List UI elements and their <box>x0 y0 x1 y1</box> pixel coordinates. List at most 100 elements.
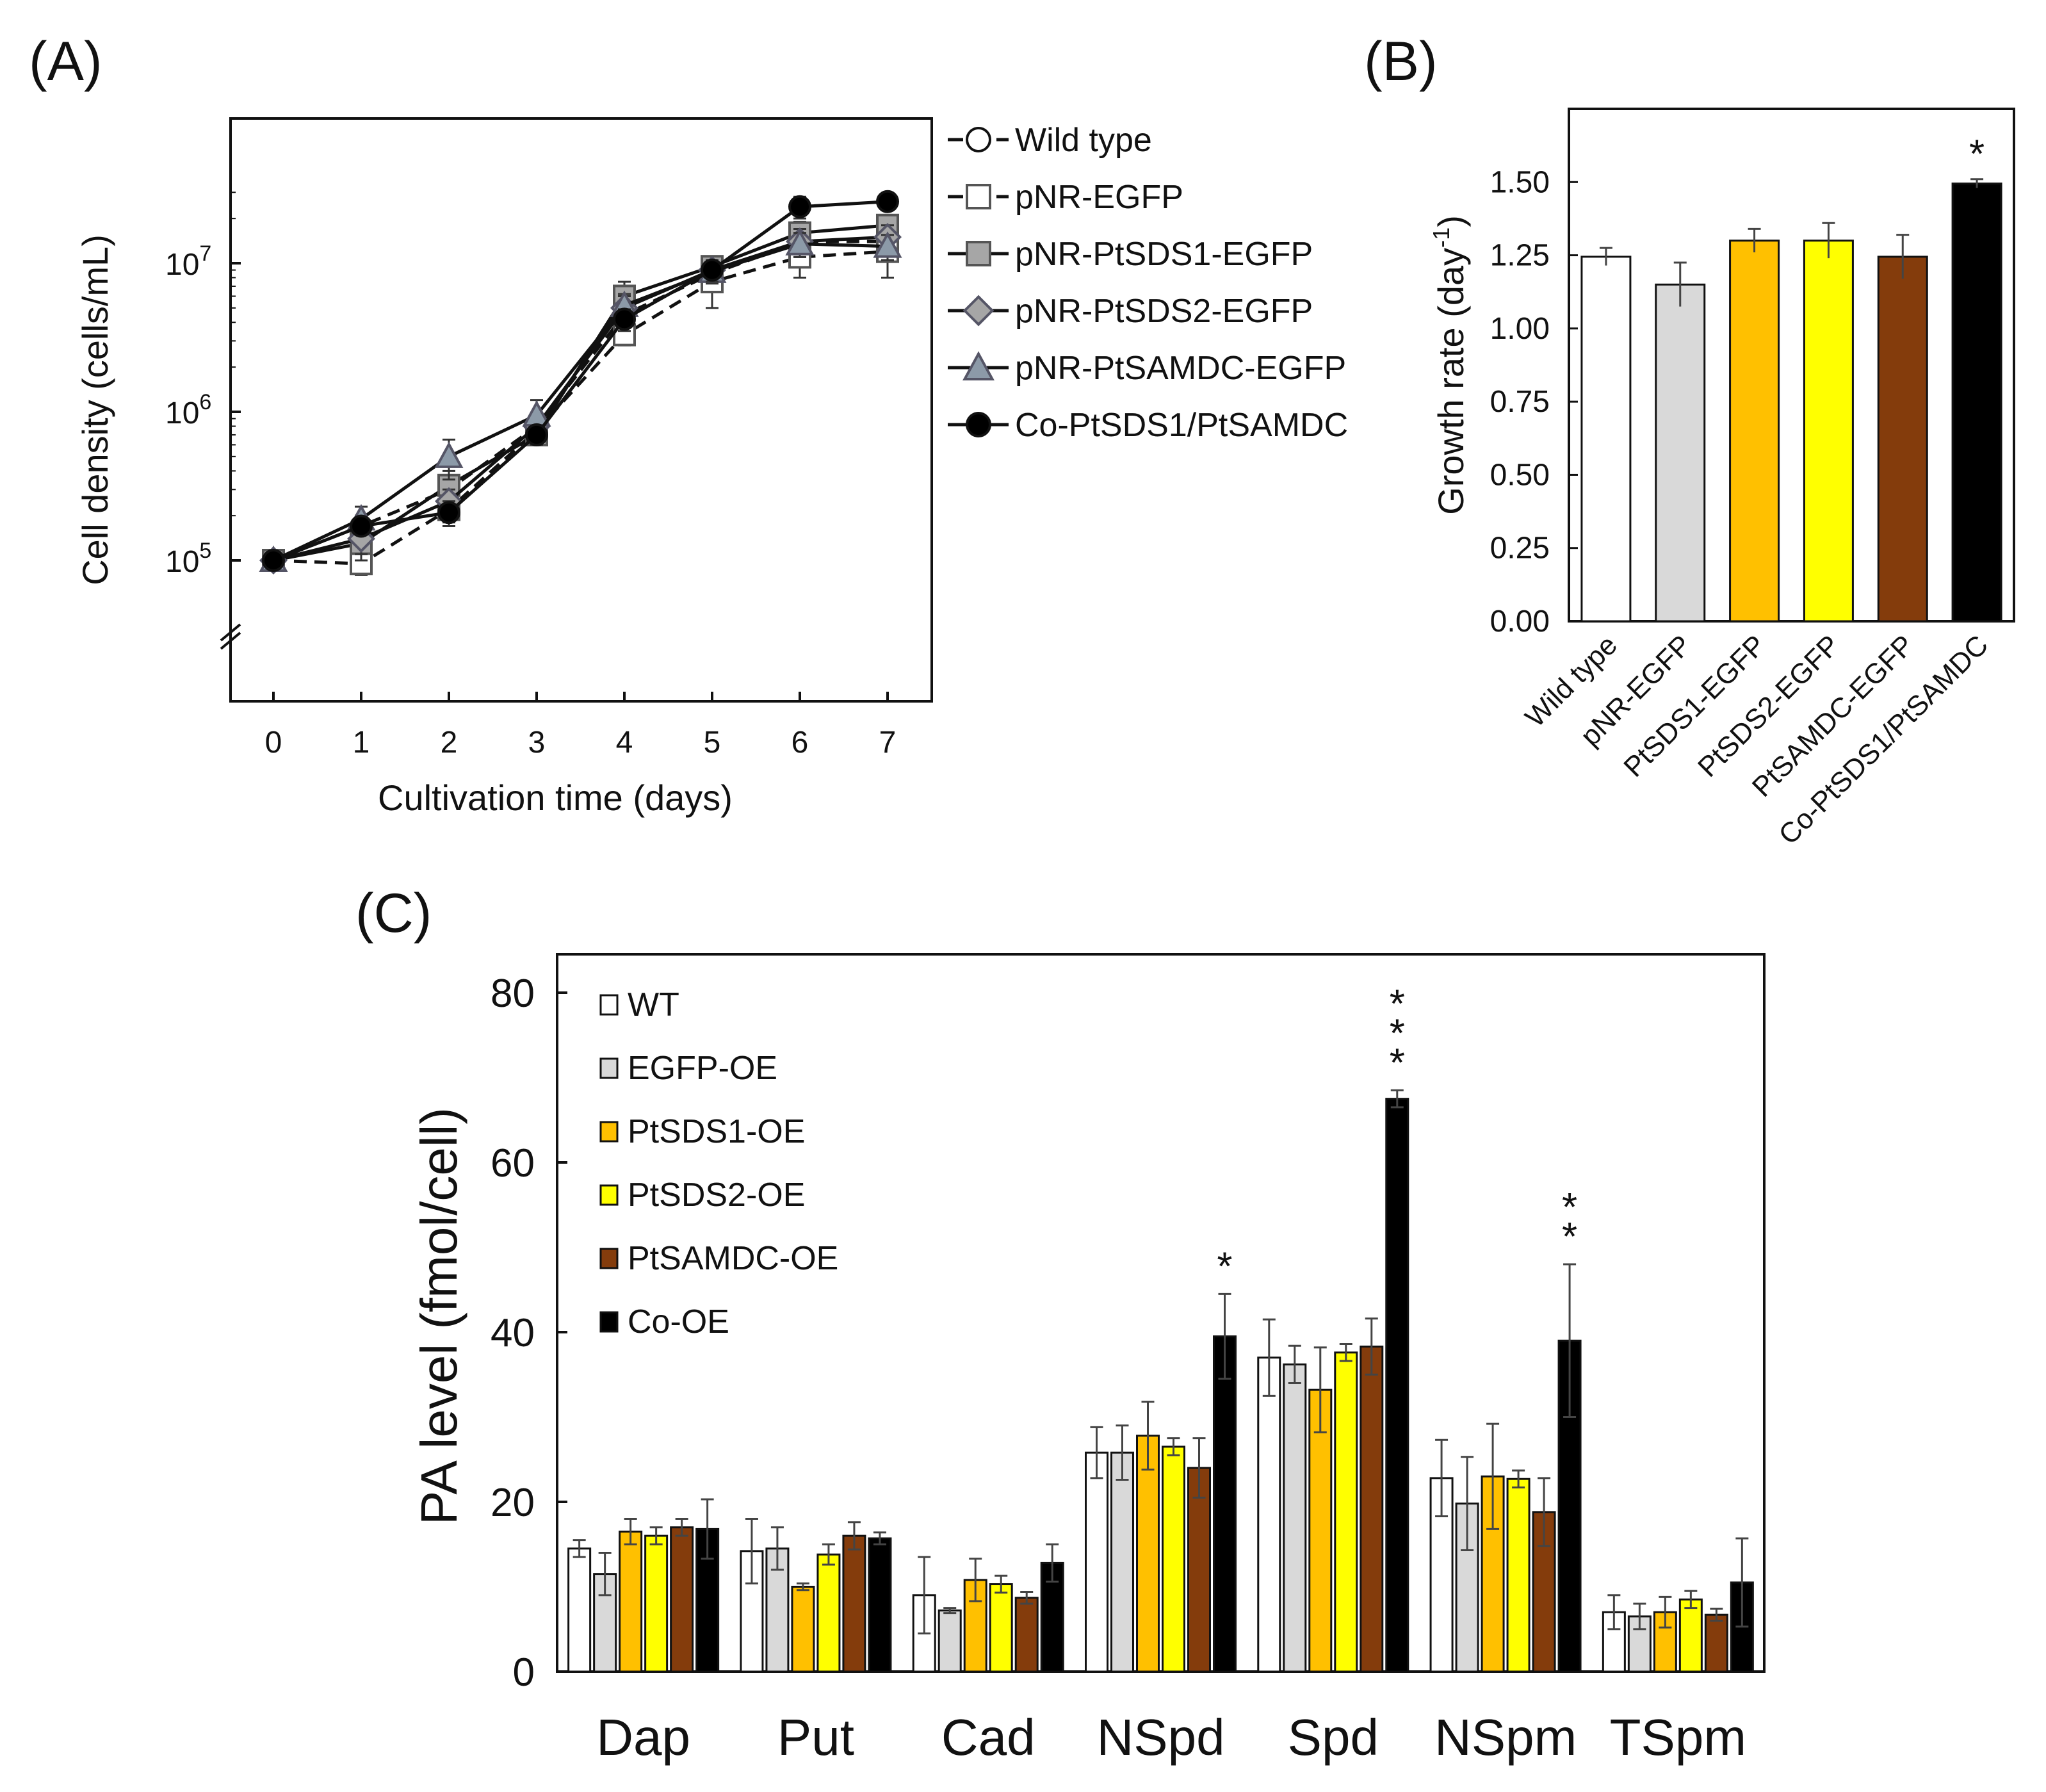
growth-rate-bar <box>1729 240 1780 623</box>
legend-label-ptsds1-oe: PtSDS1-OE <box>628 1113 805 1150</box>
pa-bar-ptsamdc-oe <box>1704 1613 1728 1673</box>
significance-star: * <box>1390 1041 1405 1085</box>
legend-swatch-egfp-oe <box>599 1057 619 1079</box>
panel-b-y-title-close: ) <box>1431 215 1471 227</box>
data-point-pnr-ptsamdc-egfp <box>873 231 902 258</box>
legend-swatch-wt <box>599 994 619 1016</box>
pa-bar-egfp-oe <box>938 1609 962 1673</box>
panel-a-axis-break-mark <box>220 623 241 642</box>
pa-bar-wt <box>1085 1451 1108 1673</box>
data-point-pnr-ptsamdc-egfp <box>785 229 815 256</box>
pa-bar-ptsamdc-oe <box>1360 1346 1384 1673</box>
pa-bar-co-oe <box>695 1527 720 1673</box>
pa-bar-co-oe <box>868 1537 892 1673</box>
panel-c-category-label: Spd <box>1288 1709 1379 1766</box>
panel-c-category-label: NSpm <box>1434 1709 1577 1766</box>
data-point-co-ptsds1-ptsamdc <box>262 549 285 572</box>
panel-a-y-tick-label: 107 <box>165 241 211 282</box>
legend-label-wild-type: Wild type <box>1015 122 1152 159</box>
growth-rate-bar <box>1951 183 2002 623</box>
series-line-pnr-ptsds2-egfp <box>273 235 888 562</box>
panel-c-y-tick-label: 80 <box>491 972 535 1016</box>
legend-label-wt: WT <box>628 986 679 1023</box>
legend-label-co-ptsds1-ptsamdc: Co-PtSDS1/PtSAMDC <box>1015 407 1348 444</box>
panel-a-x-tick-label: 2 <box>441 726 458 760</box>
panel-a-x-tick-label: 7 <box>879 726 897 760</box>
series-line-pnr-ptsamdc-egfp <box>272 242 888 562</box>
pa-bar-ptsds1-oe <box>1481 1475 1505 1673</box>
panel-b-y-tick-label: 1.00 <box>1490 312 1550 346</box>
panel-a-y-tick-base: 10 <box>165 396 199 430</box>
pa-bar-ptsds2-oe <box>1678 1598 1703 1673</box>
panel-b-y-title-main: Growth rate (day <box>1431 248 1471 515</box>
panel-a-x-tick-label: 4 <box>616 726 633 760</box>
significance-star: * <box>1969 133 1985 177</box>
panel-c-category-label: Cad <box>941 1709 1035 1766</box>
pa-bar-ptsds2-oe <box>1506 1478 1530 1673</box>
panel-b-y-title: Growth rate (day-1) <box>1428 215 1471 515</box>
legend-label-egfp-oe: EGFP-OE <box>628 1050 777 1087</box>
data-point-co-ptsds1-ptsamdc <box>525 423 548 446</box>
data-point-co-ptsds1-ptsamdc <box>437 501 460 525</box>
legend-label-ptsds2-oe: PtSDS2-OE <box>628 1177 805 1214</box>
panel-b-y-tick-label: 1.25 <box>1490 239 1550 273</box>
pa-bar-ptsds2-oe <box>1334 1351 1358 1673</box>
panel-b-y-title-sup: -1 <box>1428 227 1454 248</box>
pa-bar-wt <box>567 1547 592 1673</box>
legend-marker-wild-type <box>966 127 991 152</box>
pa-bar-ptsamdc-oe <box>670 1526 694 1673</box>
significance-star: * <box>1217 1244 1232 1289</box>
pa-bar-egfp-oe <box>1283 1363 1307 1673</box>
growth-rate-bar <box>1580 256 1632 623</box>
pa-bar-ptsds1-oe <box>1308 1389 1333 1673</box>
panel-a-y-tick-exp: 5 <box>199 539 211 563</box>
panel-c-category-label: Put <box>777 1709 854 1766</box>
pa-bar-wt <box>1257 1356 1281 1673</box>
pa-bar-ptsds2-oe <box>816 1553 841 1673</box>
panel-a-x-tick-label: 5 <box>704 726 721 760</box>
significance-star: * <box>1390 982 1405 1026</box>
panel-c-label: (C) <box>355 883 432 944</box>
series-line-pnr-ptsds1-egfp <box>273 224 888 562</box>
panel-a-x-tick-label: 0 <box>265 726 282 760</box>
pa-bar-ptsamdc-oe <box>842 1535 866 1673</box>
panel-a-y-tick-exp: 6 <box>199 390 211 414</box>
growth-rate-bar <box>1803 240 1854 623</box>
panel-c-y-tick-label: 20 <box>491 1481 535 1525</box>
growth-rate-bar <box>1877 256 1928 623</box>
growth-rate-bar <box>1655 283 1706 623</box>
panel-b-y-tick-label: 0.00 <box>1490 605 1550 639</box>
series-line-pnr-egfp <box>273 250 888 566</box>
legend-label-pnr-ptsds2-egfp: pNR-PtSDS2-EGFP <box>1015 293 1313 330</box>
legend-swatch-ptsamdc-oe <box>599 1248 619 1269</box>
legend-marker-pnr-egfp <box>966 184 991 209</box>
panel-c-category-label: NSpd <box>1096 1709 1224 1766</box>
panel-a-x-tick-label: 3 <box>528 726 546 760</box>
pa-bar-ptsds2-oe <box>989 1583 1013 1673</box>
series-line-co-ptsds1-ptsamdc <box>273 200 888 562</box>
data-point-co-ptsds1-ptsamdc <box>876 190 899 213</box>
panel-b-y-tick-label: 0.25 <box>1490 532 1550 566</box>
pa-bar-ptsds1-oe <box>791 1586 815 1673</box>
panel-c-frame <box>556 953 1766 1673</box>
panel-c-category-label: TSpm <box>1610 1709 1746 1766</box>
legend-marker-pnr-ptsamdc-egfp <box>962 351 995 380</box>
pa-bar-ptsds2-oe <box>1162 1446 1185 1673</box>
significance-star: * <box>1390 1011 1405 1055</box>
panel-a-x-tick-label: 6 <box>792 726 809 760</box>
data-point-co-ptsds1-ptsamdc <box>701 258 724 282</box>
pa-bar-ptsds2-oe <box>644 1535 669 1673</box>
panel-c-y-title: PA level (fmol/cell) <box>410 1107 467 1525</box>
panel-a-y-tick-exp: 7 <box>199 241 211 266</box>
panel-a-frame <box>229 117 933 703</box>
legend-label-pnr-ptsds1-egfp: pNR-PtSDS1-EGFP <box>1015 236 1313 273</box>
series-line-wild-type <box>273 240 888 562</box>
legend-swatch-ptsds1-oe <box>599 1121 619 1143</box>
legend-label-pnr-egfp: pNR-EGFP <box>1015 179 1183 216</box>
panel-a-y-tick-base: 10 <box>165 545 199 579</box>
legend-marker-pnr-ptsds2-egfp <box>962 295 995 327</box>
pa-bar-wt <box>1602 1611 1626 1673</box>
legend-marker-pnr-ptsds1-egfp <box>966 241 991 266</box>
panel-a-y-tick-base: 10 <box>165 248 199 282</box>
